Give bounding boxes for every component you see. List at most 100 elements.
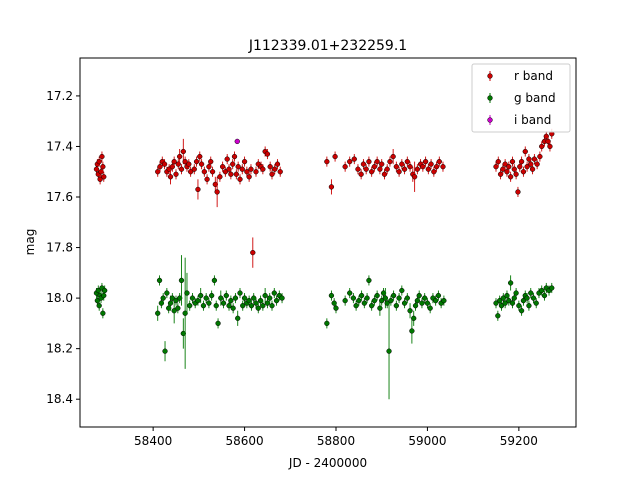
data-point [195, 297, 201, 304]
data-point [382, 295, 389, 301]
data-point [222, 169, 229, 175]
data-point [155, 169, 161, 175]
y-axis-label: mag [23, 229, 37, 256]
data-point [522, 148, 528, 155]
data-point [184, 290, 190, 296]
data-point [407, 308, 413, 314]
data-point [355, 166, 361, 172]
data-point [186, 161, 192, 167]
data-point [361, 300, 367, 306]
y-axis: 17.2 17.4 17.6 17.8 18.0 18.2 18.4 [46, 89, 80, 406]
data-point [416, 292, 422, 299]
data-point [502, 161, 508, 167]
x-axis: 58400 58600 58800 59000 59200 [134, 427, 538, 448]
data-point [526, 156, 532, 162]
data-point [167, 174, 174, 180]
data-point [272, 166, 278, 172]
data-point [517, 164, 523, 170]
data-point [230, 161, 236, 167]
data-point [495, 158, 501, 165]
data-point [182, 310, 188, 316]
data-point [328, 292, 335, 299]
data-point [414, 297, 421, 304]
data-point [232, 295, 239, 301]
legend: r band g band i band [471, 63, 571, 133]
data-point [387, 158, 393, 165]
data-point [404, 158, 410, 165]
data-point [502, 300, 508, 306]
x-tick-label: 59000 [408, 434, 446, 448]
data-point [269, 303, 275, 309]
data-point [516, 303, 522, 309]
data-point [374, 292, 380, 299]
data-point [422, 158, 429, 165]
data-point [267, 164, 273, 170]
data-point [363, 166, 369, 172]
data-point [166, 305, 172, 311]
data-point [204, 176, 210, 182]
y-tick-label: 18.2 [46, 342, 73, 356]
data-point [95, 287, 101, 294]
data-point [545, 138, 551, 145]
data-point [427, 305, 433, 311]
data-point [271, 290, 277, 296]
data-point [333, 305, 339, 311]
data-point [233, 171, 239, 177]
data-point [390, 153, 396, 160]
data-point [198, 292, 204, 299]
y-tick-label: 18.0 [46, 291, 73, 305]
y-tick-label: 17.6 [46, 190, 73, 204]
x-tick-label: 58400 [134, 434, 172, 448]
data-point [358, 292, 365, 299]
data-point [524, 164, 530, 170]
data-point [424, 300, 431, 306]
data-point [160, 295, 166, 301]
data-point [493, 164, 499, 170]
data-point [248, 303, 255, 309]
data-point [173, 297, 179, 304]
data-point [520, 169, 527, 175]
legend-label: g band [514, 91, 556, 105]
data-point [246, 297, 252, 304]
data-point [180, 148, 186, 155]
data-point [231, 153, 238, 160]
data-point [250, 249, 256, 256]
x-tick-label: 58600 [225, 434, 263, 448]
data-point [393, 303, 399, 309]
data-point [223, 292, 229, 299]
data-point [441, 297, 447, 304]
data-point [431, 169, 437, 175]
data-point [377, 166, 383, 172]
data-point [412, 303, 419, 309]
data-point [169, 164, 175, 170]
data-point [198, 161, 205, 167]
data-point [528, 290, 534, 296]
data-point [191, 166, 197, 172]
x-tick-label: 59200 [500, 434, 538, 448]
data-point [224, 156, 230, 162]
data-point [164, 290, 170, 296]
data-point [396, 295, 402, 301]
data-point [495, 313, 501, 319]
data-point [384, 300, 390, 306]
data-point [277, 169, 283, 175]
data-point [212, 181, 218, 188]
data-point [401, 300, 408, 306]
data-point [435, 292, 442, 299]
data-point [257, 297, 264, 304]
data-point [274, 161, 281, 167]
data-point [178, 166, 185, 172]
data-point [158, 300, 165, 306]
series-g-band [93, 255, 555, 400]
x-tick-label: 58800 [317, 434, 355, 448]
data-point [399, 161, 405, 167]
data-point [267, 295, 273, 301]
data-point [396, 169, 402, 175]
data-point [407, 164, 413, 170]
data-point [251, 295, 257, 301]
data-point [425, 166, 431, 172]
data-point [171, 158, 177, 165]
legend-box [471, 63, 571, 133]
data-point [342, 297, 348, 304]
